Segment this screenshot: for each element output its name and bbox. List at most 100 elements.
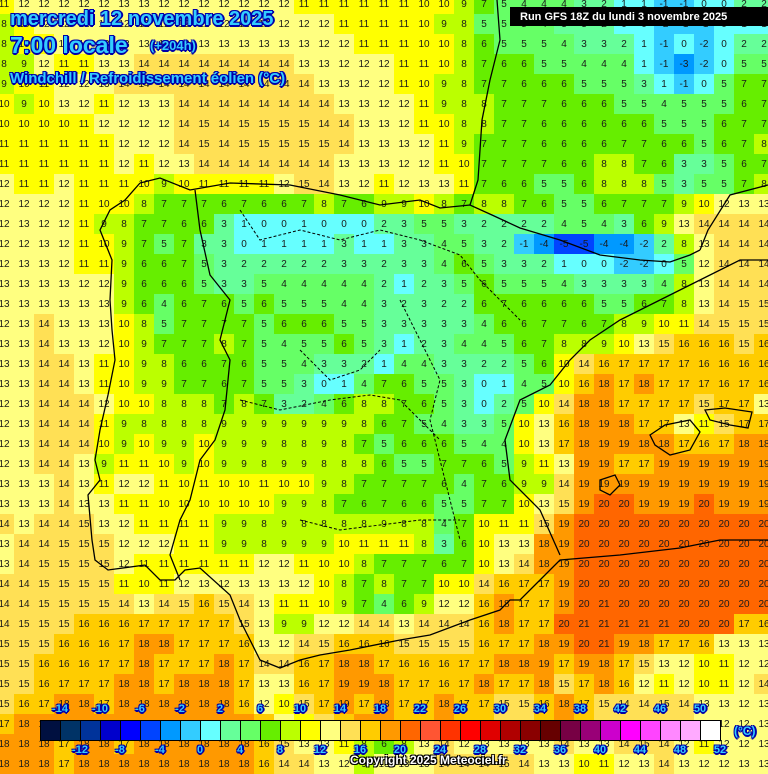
grid-value: -2	[634, 234, 654, 254]
grid-value: 10	[14, 74, 34, 94]
colorbar-swatch	[581, 721, 601, 740]
grid-value: 3	[414, 294, 434, 314]
grid-value: 0	[654, 254, 674, 274]
grid-value: 10	[14, 114, 34, 134]
grid-value: -1	[674, 74, 694, 94]
grid-value: 13	[354, 114, 374, 134]
grid-value: 0	[714, 54, 734, 74]
grid-value: 16	[474, 614, 494, 634]
grid-value: 12	[154, 114, 174, 134]
grid-value: 18	[594, 374, 614, 394]
grid-value: 9	[274, 514, 294, 534]
colorbar-tick-label: 16	[353, 744, 367, 756]
grid-value: 12	[14, 0, 34, 14]
grid-value: 6	[394, 374, 414, 394]
grid-value: 17	[214, 634, 234, 654]
grid-value: 15	[734, 334, 754, 354]
grid-value: 0	[354, 214, 374, 234]
grid-value: 7	[634, 154, 654, 174]
grid-value: 14	[0, 614, 14, 634]
grid-value: 8	[554, 334, 574, 354]
grid-value: 10	[554, 374, 574, 394]
grid-value: 7	[454, 514, 474, 534]
grid-value: 14	[274, 74, 294, 94]
grid-value: 6	[574, 174, 594, 194]
grid-value: 5	[254, 274, 274, 294]
grid-value: 18	[374, 674, 394, 694]
grid-value: 4	[454, 334, 474, 354]
grid-value: 2	[414, 334, 434, 354]
grid-value: 5	[554, 174, 574, 194]
grid-value: 11	[74, 174, 94, 194]
grid-value: 5	[714, 74, 734, 94]
grid-value: 9	[94, 214, 114, 234]
grid-value: 20	[614, 574, 634, 594]
grid-value: 12	[394, 94, 414, 114]
grid-value: 14	[34, 314, 54, 334]
grid-value: 13	[0, 374, 14, 394]
grid-value: 12	[454, 594, 474, 614]
grid-value: 5	[554, 54, 574, 74]
grid-value: 6	[494, 314, 514, 334]
grid-value: 16	[54, 654, 74, 674]
grid-value: 17	[174, 614, 194, 634]
grid-value: 4	[594, 214, 614, 234]
grid-value: 3	[214, 234, 234, 254]
grid-value: 10	[0, 94, 14, 114]
grid-value: 5	[274, 354, 294, 374]
colorbar-tick-label: -8	[115, 744, 125, 756]
grid-value: 5	[354, 334, 374, 354]
grid-value: 6	[574, 114, 594, 134]
colorbar-swatch	[381, 721, 401, 740]
grid-value: 6	[574, 294, 594, 314]
grid-value: 1	[374, 354, 394, 374]
grid-value: 19	[334, 694, 354, 714]
grid-value: 8	[354, 554, 374, 574]
grid-value: 12	[54, 14, 74, 34]
grid-value: 13	[14, 254, 34, 274]
grid-value: 14	[734, 254, 754, 274]
grid-value: 8	[414, 514, 434, 534]
grid-value: 6	[554, 154, 574, 174]
grid-value: 19	[694, 474, 714, 494]
grid-value: 6	[414, 494, 434, 514]
grid-value: 10	[414, 0, 434, 14]
grid-value: 11	[114, 494, 134, 514]
grid-value: 16	[374, 634, 394, 654]
grid-value: 10	[434, 34, 454, 54]
grid-value: 15	[514, 694, 534, 714]
grid-value: 20	[754, 594, 768, 614]
grid-value: 14	[314, 174, 334, 194]
grid-value: 5	[514, 34, 534, 54]
grid-value: 12	[154, 14, 174, 34]
colorbar-swatch	[481, 721, 501, 740]
grid-value: 10	[114, 194, 134, 214]
grid-value: 20	[734, 574, 754, 594]
grid-value: 20	[754, 574, 768, 594]
grid-value: 13	[14, 434, 34, 454]
grid-value: 3	[454, 354, 474, 374]
grid-value: 11	[94, 134, 114, 154]
grid-value: 4	[454, 474, 474, 494]
grid-value: 12	[374, 94, 394, 114]
grid-value: 17	[614, 654, 634, 674]
grid-value: 16	[494, 574, 514, 594]
colorbar-tick-label: 52	[713, 744, 727, 756]
grid-value: 15	[74, 514, 94, 534]
grid-value: 4	[514, 374, 534, 394]
colorbar-tick-label: -2	[175, 703, 185, 715]
grid-value: 10	[174, 494, 194, 514]
grid-value: 12	[734, 654, 754, 674]
grid-value: 13	[434, 174, 454, 194]
grid-value: 17	[74, 674, 94, 694]
grid-value: 6	[374, 454, 394, 474]
grid-value: 11	[14, 134, 34, 154]
grid-value: 5	[594, 294, 614, 314]
grid-value: 2	[734, 34, 754, 54]
grid-value: 16	[714, 374, 734, 394]
grid-value: 12	[74, 94, 94, 114]
grid-value: 20	[714, 594, 734, 614]
grid-value: 17	[674, 634, 694, 654]
grid-value: 8	[334, 574, 354, 594]
grid-value: 4	[654, 274, 674, 294]
